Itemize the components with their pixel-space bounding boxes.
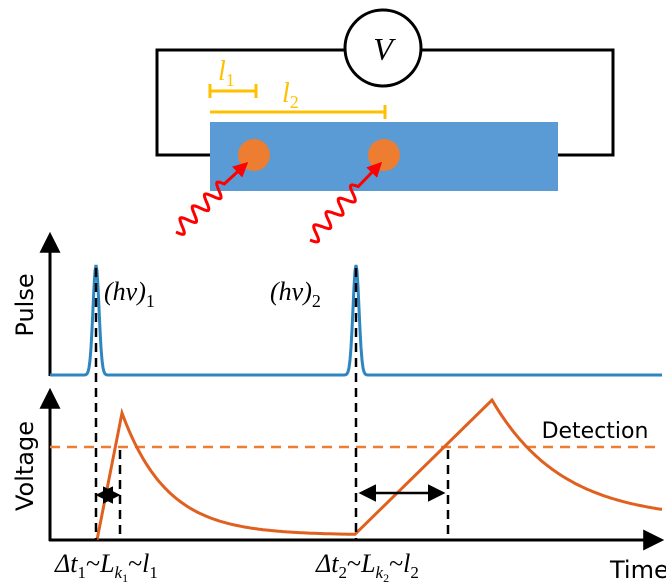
t: L <box>360 549 375 578</box>
s: 2 <box>338 563 347 582</box>
circuit <box>155 8 615 157</box>
s: 1 <box>149 563 158 582</box>
s: k <box>115 563 123 582</box>
t: l <box>403 549 410 578</box>
spot <box>368 139 400 171</box>
voltage-curve <box>95 397 663 541</box>
t: ~ <box>389 549 403 578</box>
length-label: l1 <box>218 56 235 90</box>
photons <box>175 161 383 244</box>
t: ~ <box>347 549 361 578</box>
photon-wave <box>309 161 383 244</box>
axis-label: Voltage <box>11 421 39 511</box>
photon-base: (hν) <box>270 277 312 306</box>
threshold-label: Detection <box>542 419 649 444</box>
axes <box>39 231 665 551</box>
t: L <box>99 549 114 578</box>
t: ~ <box>128 549 142 578</box>
axis-label: Time <box>609 556 666 584</box>
t: l <box>142 549 149 578</box>
length-base: l <box>282 78 290 109</box>
photon-sub: 1 <box>146 291 155 311</box>
t: ~ <box>86 549 100 578</box>
photon-sub: 2 <box>312 291 321 311</box>
t: Δt <box>54 549 78 578</box>
delay-label: Δt1~Lk1~l1 <box>54 549 158 585</box>
length-markers <box>208 84 387 119</box>
photon-label: (hν)2 <box>270 277 321 311</box>
s: 1 <box>122 571 128 585</box>
length-sub: 2 <box>290 92 299 112</box>
length-base: l <box>218 56 226 87</box>
s: 2 <box>410 563 419 582</box>
s: k <box>376 563 384 582</box>
pulse-curve <box>50 264 662 377</box>
axis-label: Pulse <box>11 273 39 336</box>
s: 2 <box>383 571 389 585</box>
photon-base: (hν) <box>104 277 146 306</box>
photon-wave <box>175 161 249 236</box>
delay-arrows <box>95 484 446 504</box>
delay-label: Δt2~Lk2~l2 <box>315 549 419 585</box>
length-label: l2 <box>282 78 299 112</box>
s: 1 <box>77 563 86 582</box>
t: Δt <box>315 549 339 578</box>
length-sub: 1 <box>226 70 235 90</box>
photon-label: (hν)1 <box>104 277 155 311</box>
voltmeter-label: V <box>373 31 396 67</box>
